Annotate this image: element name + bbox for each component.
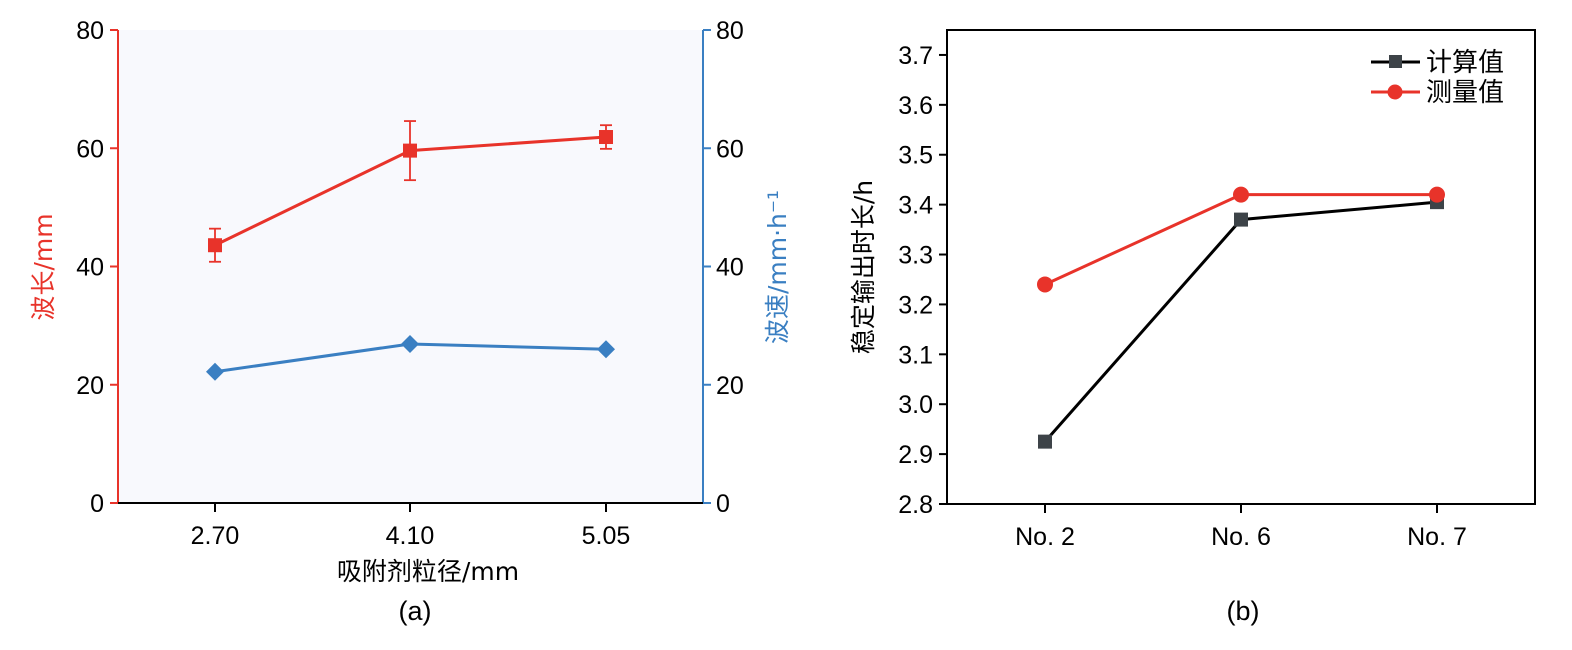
legend-label-measured: 测量值: [1426, 78, 1504, 108]
chart-b-y-tick-label: 3.3: [898, 242, 933, 270]
chart-a-point-wave-speed: [597, 340, 615, 359]
chart-b-y-tick-label: 3.0: [898, 391, 933, 419]
chart-b-series-line-computed: [1043, 200, 1438, 443]
chart-a-right-tick-label: 0: [716, 490, 730, 518]
chart-b-x-tick-label: No. 7: [1407, 523, 1467, 551]
chart-a-series-layer: [206, 120, 615, 381]
chart-a-right-tick-label: 20: [716, 372, 744, 400]
chart-b-y-tick-label: 3.6: [898, 92, 933, 120]
chart-a-point-wave-speed: [206, 362, 224, 381]
legend-marker-measured: [1387, 84, 1403, 100]
chart-b-y-tick-label: 3.5: [898, 142, 933, 170]
chart-b-x-tick-label: No. 2: [1015, 523, 1075, 551]
chart-b: 2.8 2.9 3.0 3.1 3.2 3.3 3.4 3.5 3.6 3.7 No. 2 No. 6…: [849, 29, 1536, 626]
chart-b-y-tick-label: 3.2: [898, 291, 933, 319]
chart-a-ticks: 0 20 40 60 80 0 20 40 60 80 2.70 4.10 5.05: [76, 17, 744, 550]
chart-b-point-measured: [1429, 186, 1445, 203]
chart-b-y-axis-label: 稳定输出时长/h: [849, 180, 878, 354]
chart-b-point-measured: [1037, 276, 1053, 293]
chart-b-x-tick-label: No. 6: [1211, 523, 1271, 551]
chart-b-point-measured: [1233, 186, 1249, 203]
chart-a-x-tick-label: 2.70: [191, 522, 240, 550]
chart-b-point-computed: [1038, 434, 1052, 449]
chart-a-right-tick-label: 80: [716, 17, 744, 45]
chart-b-y-tick-label: 3.7: [898, 42, 933, 70]
chart-b-panel-label: (b): [1227, 596, 1260, 626]
chart-a-right-tick-label: 40: [716, 254, 744, 282]
chart-b-legend: 计算值 测量值: [1371, 48, 1504, 108]
chart-a-right-tick-label: 60: [716, 135, 744, 163]
chart-b-y-tick-label: 2.9: [898, 441, 933, 469]
chart-a-left-tick-label: 20: [76, 372, 104, 400]
legend-marker-computed: [1389, 55, 1402, 68]
chart-b-ticks: 2.8 2.9 3.0 3.1 3.2 3.3 3.4 3.5 3.6 3.7 No. 2 No. 6…: [898, 42, 1467, 551]
chart-a-plot-background: [118, 30, 703, 503]
chart-a-left-tick-label: 80: [76, 17, 104, 45]
chart-b-y-tick-label: 3.4: [898, 192, 933, 220]
chart-a-x-axis-label: 吸附剂粒径/mm: [337, 557, 519, 586]
chart-b-point-computed: [1234, 212, 1248, 227]
chart-a-point-wavelength: [599, 130, 613, 145]
chart-a-point-wavelength: [208, 238, 222, 253]
chart-a-x-tick-label: 5.05: [582, 522, 631, 550]
chart-b-y-tick-label: 2.8: [898, 491, 933, 519]
chart-a-left-tick-label: 0: [90, 490, 104, 518]
chart-a-panel-label: (a): [399, 596, 432, 626]
chart-a-left-tick-label: 60: [76, 135, 104, 163]
chart-a-left-tick-label: 40: [76, 254, 104, 282]
chart-b-series-layer: [1037, 186, 1445, 449]
chart-a-point-wave-speed: [401, 334, 419, 353]
chart-a-x-tick-label: 4.10: [386, 522, 435, 550]
chart-a-left-axis-label: 波长/mm: [29, 213, 58, 320]
chart-b-y-tick-label: 3.1: [898, 341, 933, 369]
legend-label-computed: 计算值: [1426, 48, 1504, 78]
chart-a-right-axis-label: 波速/mm·h⁻¹: [763, 190, 792, 344]
chart-a-point-wavelength: [403, 143, 417, 158]
